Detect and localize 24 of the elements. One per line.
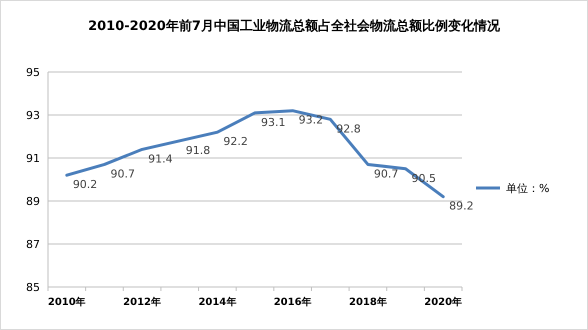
y-tick-label: 95 [26, 66, 40, 79]
x-tick-label: 2016年 [274, 296, 312, 308]
x-tick-label: 2014年 [198, 296, 236, 308]
x-tick-label: 2018年 [348, 296, 387, 308]
y-tick-label: 93 [26, 109, 40, 122]
y-tick-label: 91 [26, 152, 40, 165]
data-label: 92.2 [223, 135, 248, 148]
y-tick-label: 89 [26, 195, 40, 208]
y-tick-label: 87 [26, 238, 40, 251]
x-tick-label: 2010年 [48, 296, 86, 308]
x-tick-label: 2020年 [424, 296, 462, 308]
line-series [65, 109, 445, 198]
data-label: 91.8 [186, 144, 210, 157]
data-label: 90.7 [374, 167, 398, 180]
data-label: 93.2 [298, 114, 324, 127]
y-tick-label: 85 [26, 281, 40, 294]
data-label: 91.4 [148, 152, 173, 166]
data-label: 90.2 [72, 178, 98, 192]
data-label: 90.7 [110, 167, 135, 180]
chart-title: 2010-2020年前7月中国工业物流总额占全社会物流总额比例变化情况 [88, 18, 501, 34]
data-label: 89.2 [449, 200, 474, 213]
legend-label: 单位：% [506, 182, 550, 195]
x-tick-label: 2012年 [123, 296, 162, 308]
data-label: 93.1 [261, 116, 286, 129]
